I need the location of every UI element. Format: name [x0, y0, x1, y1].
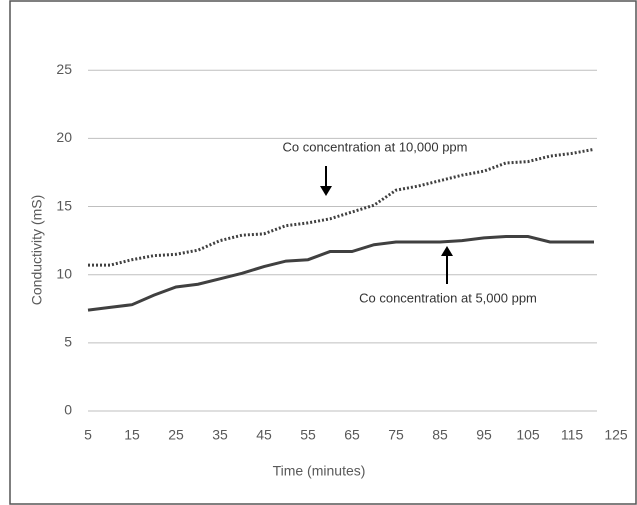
y-axis-label: Conductivity (mS) [29, 195, 45, 305]
x-tick-label: 65 [344, 427, 360, 443]
series-line [88, 149, 594, 265]
x-tick-label: 45 [256, 427, 272, 443]
annotation: Co concentration at 10,000 ppm [282, 139, 467, 154]
page: {"chart_data": {"type": "line", "x_label… [0, 0, 637, 505]
arrow-head [320, 186, 332, 196]
x-tick-label: 75 [388, 427, 404, 443]
x-tick-label: 35 [212, 427, 228, 443]
y-tick-label: 10 [56, 265, 72, 281]
x-tick-label: 115 [561, 427, 584, 443]
y-tick-label: 15 [56, 197, 72, 213]
x-tick-label: 125 [604, 427, 628, 443]
y-tick-label: 0 [64, 402, 72, 418]
x-tick-label: 5 [84, 427, 92, 443]
y-tick-label: 20 [56, 129, 72, 145]
frame [10, 1, 636, 504]
x-tick-label: 15 [124, 427, 140, 443]
y-tick-label: 25 [56, 61, 72, 77]
x-tick-label: 95 [476, 427, 492, 443]
x-tick-label: 55 [300, 427, 316, 443]
arrow-head [441, 246, 453, 256]
annotation: Co concentration at 5,000 ppm [359, 290, 537, 305]
x-tick-label: 85 [432, 427, 448, 443]
x-tick-label: 25 [168, 427, 184, 443]
x-axis-label: Time (minutes) [273, 463, 366, 479]
x-tick-label: 105 [516, 427, 540, 443]
chart: Time (minutes) Conductivity (mS) 0510152… [0, 0, 637, 505]
y-tick-label: 5 [64, 334, 72, 350]
